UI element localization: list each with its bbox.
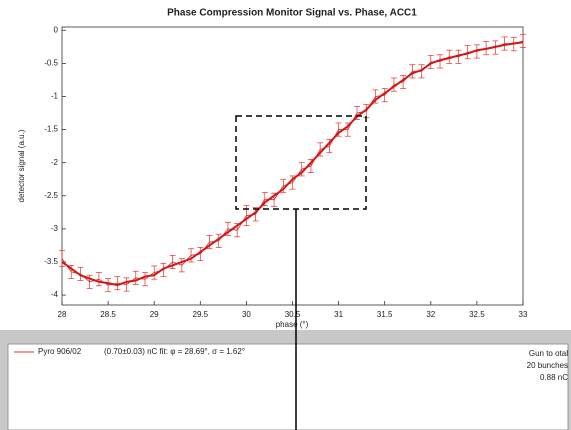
y-tick-label: -1 bbox=[51, 92, 59, 101]
x-tick-label: 31 bbox=[334, 310, 343, 319]
x-tick-label: 28 bbox=[58, 310, 67, 319]
fit-line bbox=[61, 41, 524, 287]
data-line bbox=[61, 40, 524, 286]
x-tick-label: 32 bbox=[426, 310, 435, 319]
y-tick-label: -1.5 bbox=[44, 125, 58, 134]
x-tick-label: 31.5 bbox=[377, 310, 393, 319]
y-axis-label: detector signal (a.u.) bbox=[17, 129, 26, 202]
x-tick-label: 28.5 bbox=[100, 310, 116, 319]
legend-note: (0.70±0.03) nC fit: φ = 28.69°, σ = 1.62… bbox=[104, 347, 245, 356]
x-tick-label: 29 bbox=[150, 310, 159, 319]
y-tick-label: -3.5 bbox=[44, 257, 58, 266]
y-tick-label: -2.5 bbox=[44, 191, 58, 200]
y-tick-label: -2 bbox=[51, 158, 59, 167]
x-tick-label: 29.5 bbox=[193, 310, 209, 319]
plot-frame bbox=[61, 26, 524, 306]
zoom-box bbox=[235, 115, 367, 210]
x-tick-label: 33 bbox=[519, 310, 528, 319]
side-note: Gun to otal bbox=[529, 349, 568, 358]
side-note: 0.88 nC bbox=[540, 373, 568, 382]
y-tick-label: 0 bbox=[54, 25, 59, 34]
side-note: 20 bunches bbox=[527, 361, 568, 370]
y-tick-label: -0.5 bbox=[44, 59, 58, 68]
x-axis-label: phase (°) bbox=[276, 320, 309, 329]
y-tick-label: -4 bbox=[51, 290, 59, 299]
x-tick-label: 30.5 bbox=[285, 310, 301, 319]
x-tick-label: 32.5 bbox=[469, 310, 485, 319]
x-tick-label: 30 bbox=[242, 310, 251, 319]
legend-label: Pyro 906/02 bbox=[38, 347, 82, 356]
y-tick-label: -3 bbox=[51, 224, 59, 233]
legend-box bbox=[7, 343, 569, 430]
chart-title: Phase Compression Monitor Signal vs. Pha… bbox=[167, 8, 417, 19]
